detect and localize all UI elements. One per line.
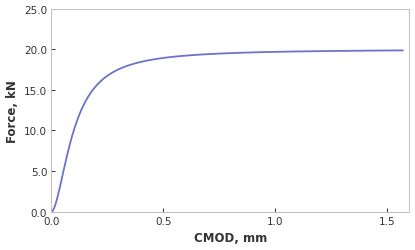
X-axis label: CMOD, mm: CMOD, mm [194,232,267,244]
Y-axis label: Force, kN: Force, kN [5,80,19,142]
